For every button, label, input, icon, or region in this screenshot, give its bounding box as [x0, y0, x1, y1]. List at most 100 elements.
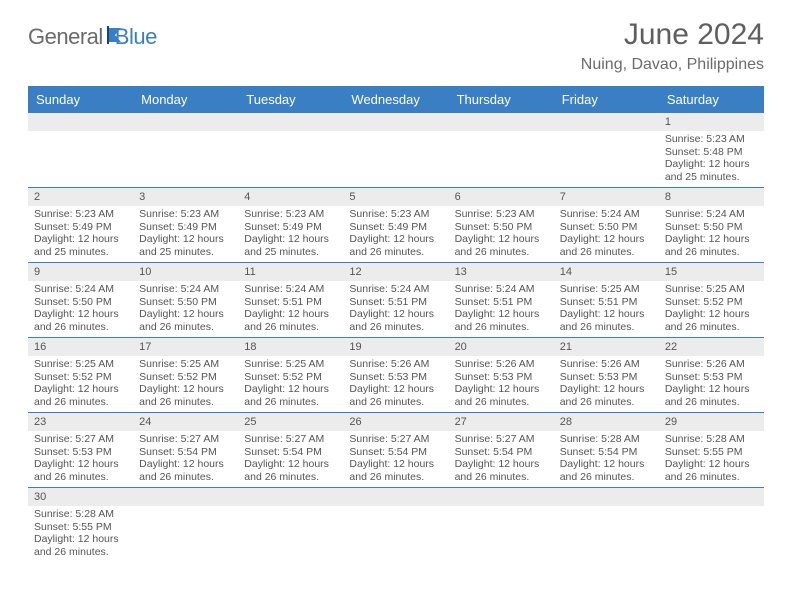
calendar-day-cell: 10Sunrise: 5:24 AMSunset: 5:50 PMDayligh…: [133, 263, 238, 338]
weekday-header: Friday: [554, 86, 659, 113]
sunset-line: Sunset: 5:49 PM: [349, 221, 442, 234]
day-body: Sunrise: 5:25 AMSunset: 5:52 PMDaylight:…: [28, 356, 133, 412]
weekday-header-row: SundayMondayTuesdayWednesdayThursdayFrid…: [28, 86, 764, 113]
sunrise-line: Sunrise: 5:28 AM: [560, 433, 653, 446]
day-number: 6: [449, 188, 554, 206]
daylight-line: Daylight: 12 hours and 26 minutes.: [34, 308, 127, 333]
day-body: Sunrise: 5:27 AMSunset: 5:54 PMDaylight:…: [343, 431, 448, 487]
day-number: 7: [554, 188, 659, 206]
calendar-day-cell: 6Sunrise: 5:23 AMSunset: 5:50 PMDaylight…: [449, 188, 554, 263]
day-body: Sunrise: 5:26 AMSunset: 5:53 PMDaylight:…: [343, 356, 448, 412]
day-body: Sunrise: 5:24 AMSunset: 5:50 PMDaylight:…: [28, 281, 133, 337]
sunset-line: Sunset: 5:54 PM: [560, 446, 653, 459]
calendar-day-cell: 5Sunrise: 5:23 AMSunset: 5:49 PMDaylight…: [343, 188, 448, 263]
weekday-header: Tuesday: [238, 86, 343, 113]
sunset-line: Sunset: 5:54 PM: [139, 446, 232, 459]
day-body: Sunrise: 5:26 AMSunset: 5:53 PMDaylight:…: [449, 356, 554, 412]
sunset-line: Sunset: 5:49 PM: [139, 221, 232, 234]
sunset-line: Sunset: 5:52 PM: [244, 371, 337, 384]
calendar-day-cell: 21Sunrise: 5:26 AMSunset: 5:53 PMDayligh…: [554, 338, 659, 413]
calendar-week-row: 30Sunrise: 5:28 AMSunset: 5:55 PMDayligh…: [28, 488, 764, 563]
calendar-day-cell: 3Sunrise: 5:23 AMSunset: 5:49 PMDaylight…: [133, 188, 238, 263]
day-body: Sunrise: 5:24 AMSunset: 5:50 PMDaylight:…: [659, 206, 764, 262]
calendar-day-cell: 27Sunrise: 5:27 AMSunset: 5:54 PMDayligh…: [449, 413, 554, 488]
sunset-line: Sunset: 5:53 PM: [34, 446, 127, 459]
month-title: June 2024: [581, 18, 764, 52]
sunset-line: Sunset: 5:50 PM: [560, 221, 653, 234]
sunset-line: Sunset: 5:50 PM: [34, 296, 127, 309]
day-body: Sunrise: 5:28 AMSunset: 5:55 PMDaylight:…: [659, 431, 764, 487]
daylight-line: Daylight: 12 hours and 26 minutes.: [34, 533, 127, 558]
daylight-line: Daylight: 12 hours and 25 minutes.: [34, 233, 127, 258]
calendar-week-row: 2Sunrise: 5:23 AMSunset: 5:49 PMDaylight…: [28, 188, 764, 263]
daylight-line: Daylight: 12 hours and 26 minutes.: [560, 308, 653, 333]
calendar-day-cell: 23Sunrise: 5:27 AMSunset: 5:53 PMDayligh…: [28, 413, 133, 488]
daylight-line: Daylight: 12 hours and 26 minutes.: [455, 458, 548, 483]
calendar-day-cell: 25Sunrise: 5:27 AMSunset: 5:54 PMDayligh…: [238, 413, 343, 488]
calendar-day-cell: [449, 488, 554, 563]
calendar-day-cell: [554, 113, 659, 188]
sunrise-line: Sunrise: 5:26 AM: [665, 358, 758, 371]
day-number: [133, 488, 238, 506]
daylight-line: Daylight: 12 hours and 26 minutes.: [349, 308, 442, 333]
day-body: Sunrise: 5:25 AMSunset: 5:52 PMDaylight:…: [659, 281, 764, 337]
calendar-day-cell: 18Sunrise: 5:25 AMSunset: 5:52 PMDayligh…: [238, 338, 343, 413]
sunset-line: Sunset: 5:51 PM: [349, 296, 442, 309]
calendar-week-row: 23Sunrise: 5:27 AMSunset: 5:53 PMDayligh…: [28, 413, 764, 488]
day-body: Sunrise: 5:23 AMSunset: 5:49 PMDaylight:…: [343, 206, 448, 262]
day-body: Sunrise: 5:24 AMSunset: 5:51 PMDaylight:…: [343, 281, 448, 337]
day-number: 9: [28, 263, 133, 281]
day-number: 12: [343, 263, 448, 281]
sunset-line: Sunset: 5:54 PM: [349, 446, 442, 459]
calendar-day-cell: 20Sunrise: 5:26 AMSunset: 5:53 PMDayligh…: [449, 338, 554, 413]
day-body: Sunrise: 5:27 AMSunset: 5:53 PMDaylight:…: [28, 431, 133, 487]
day-body: Sunrise: 5:25 AMSunset: 5:52 PMDaylight:…: [133, 356, 238, 412]
sunrise-line: Sunrise: 5:23 AM: [244, 208, 337, 221]
daylight-line: Daylight: 12 hours and 26 minutes.: [139, 308, 232, 333]
weekday-header: Wednesday: [343, 86, 448, 113]
calendar-day-cell: 19Sunrise: 5:26 AMSunset: 5:53 PMDayligh…: [343, 338, 448, 413]
brand-part1: General: [28, 24, 103, 50]
day-number: 25: [238, 413, 343, 431]
day-body: Sunrise: 5:28 AMSunset: 5:54 PMDaylight:…: [554, 431, 659, 487]
day-number: 24: [133, 413, 238, 431]
daylight-line: Daylight: 12 hours and 26 minutes.: [665, 458, 758, 483]
day-number: 19: [343, 338, 448, 356]
sunset-line: Sunset: 5:50 PM: [455, 221, 548, 234]
day-number: [343, 113, 448, 131]
sunrise-line: Sunrise: 5:23 AM: [139, 208, 232, 221]
daylight-line: Daylight: 12 hours and 26 minutes.: [349, 383, 442, 408]
calendar-day-cell: 8Sunrise: 5:24 AMSunset: 5:50 PMDaylight…: [659, 188, 764, 263]
brand-logo: General Blue: [28, 24, 157, 50]
sunrise-line: Sunrise: 5:24 AM: [139, 283, 232, 296]
daylight-line: Daylight: 12 hours and 25 minutes.: [244, 233, 337, 258]
sunrise-line: Sunrise: 5:27 AM: [244, 433, 337, 446]
calendar-week-row: 1Sunrise: 5:23 AMSunset: 5:48 PMDaylight…: [28, 113, 764, 188]
sunset-line: Sunset: 5:54 PM: [244, 446, 337, 459]
day-body: Sunrise: 5:23 AMSunset: 5:50 PMDaylight:…: [449, 206, 554, 262]
calendar-day-cell: 12Sunrise: 5:24 AMSunset: 5:51 PMDayligh…: [343, 263, 448, 338]
daylight-line: Daylight: 12 hours and 26 minutes.: [665, 233, 758, 258]
sunrise-line: Sunrise: 5:27 AM: [349, 433, 442, 446]
calendar-day-cell: [238, 488, 343, 563]
sunrise-line: Sunrise: 5:24 AM: [34, 283, 127, 296]
day-number: 15: [659, 263, 764, 281]
calendar-day-cell: 2Sunrise: 5:23 AMSunset: 5:49 PMDaylight…: [28, 188, 133, 263]
sunset-line: Sunset: 5:53 PM: [665, 371, 758, 384]
day-number: 30: [28, 488, 133, 506]
sunrise-line: Sunrise: 5:23 AM: [349, 208, 442, 221]
day-number: 16: [28, 338, 133, 356]
calendar-day-cell: 26Sunrise: 5:27 AMSunset: 5:54 PMDayligh…: [343, 413, 448, 488]
sunrise-line: Sunrise: 5:26 AM: [560, 358, 653, 371]
sunrise-line: Sunrise: 5:26 AM: [455, 358, 548, 371]
calendar-day-cell: 16Sunrise: 5:25 AMSunset: 5:52 PMDayligh…: [28, 338, 133, 413]
location-text: Nuing, Davao, Philippines: [581, 56, 764, 74]
sunrise-line: Sunrise: 5:24 AM: [560, 208, 653, 221]
day-body: Sunrise: 5:24 AMSunset: 5:51 PMDaylight:…: [449, 281, 554, 337]
calendar-day-cell: [133, 488, 238, 563]
sunset-line: Sunset: 5:53 PM: [349, 371, 442, 384]
sunrise-line: Sunrise: 5:27 AM: [34, 433, 127, 446]
calendar-day-cell: 28Sunrise: 5:28 AMSunset: 5:54 PMDayligh…: [554, 413, 659, 488]
sunrise-line: Sunrise: 5:25 AM: [665, 283, 758, 296]
day-number: [133, 113, 238, 131]
